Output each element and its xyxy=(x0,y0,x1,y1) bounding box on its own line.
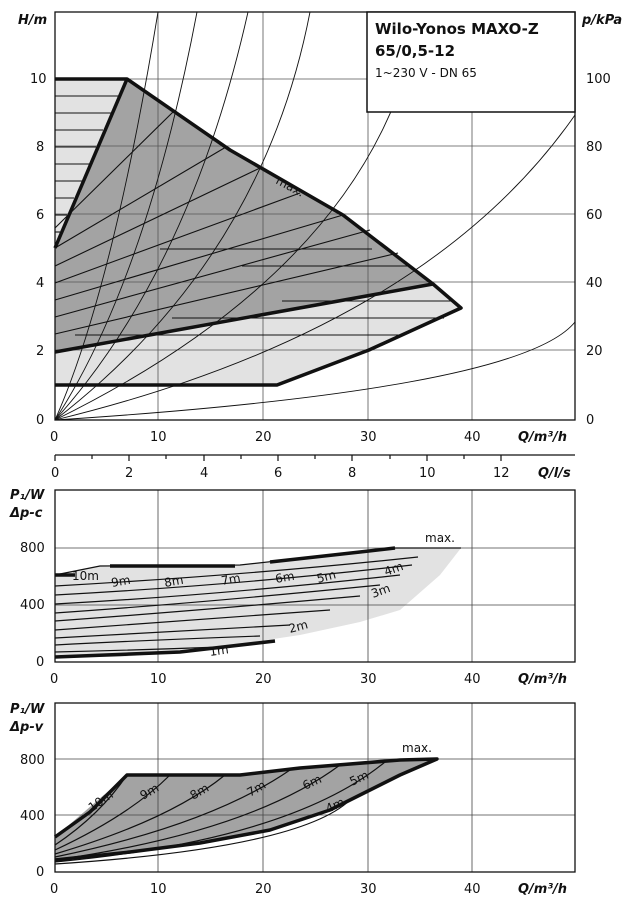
series-label-6m: 6m xyxy=(274,569,295,586)
x-tick: 30 xyxy=(360,430,377,445)
x2-tick: 10 xyxy=(419,466,436,481)
power-dp-c-xticks: 0 10 20 30 40 xyxy=(50,672,481,687)
x2-tick: 12 xyxy=(493,466,510,481)
x-ticks: 0 10 20 30 40 xyxy=(50,430,481,445)
x2-tick: 8 xyxy=(348,466,356,481)
x-axis-label: Q/m³/h xyxy=(518,430,567,445)
y2-tick: 80 xyxy=(586,140,603,155)
x-tick: 30 xyxy=(360,882,377,897)
y-tick: 0 xyxy=(36,865,44,880)
y-tick: 800 xyxy=(20,753,45,768)
x-tick: 40 xyxy=(464,430,481,445)
x2-tick: 2 xyxy=(125,466,133,481)
series-label-2m: 2m xyxy=(287,617,309,636)
x2-tick: 4 xyxy=(200,466,208,481)
power-dp-v-yticks: 0 400 800 xyxy=(20,753,45,880)
power-dp-v-outlines xyxy=(53,757,439,862)
dp-v-area xyxy=(55,79,433,352)
y-tick: 800 xyxy=(20,541,45,556)
power-dp-v-max-label: max. xyxy=(402,741,432,755)
series-label-9m: 9m xyxy=(110,573,131,590)
y-tick: 0 xyxy=(36,413,44,428)
power-dp-c-mode-label: Δp-c xyxy=(9,506,43,521)
y2-tick: 0 xyxy=(586,413,594,428)
y-tick: 400 xyxy=(20,809,45,824)
power-dp-v-xticks: 0 10 20 30 40 xyxy=(50,882,481,897)
product-title-line1: Wilo-Yonos MAXO-Z xyxy=(375,20,539,38)
product-title-line2: 65/0,5-12 xyxy=(375,42,455,60)
power-dp-c-grid xyxy=(55,490,575,662)
series-label-3m: 3m xyxy=(369,581,392,601)
y-axis-label: H/m xyxy=(18,13,47,28)
y-tick: 8 xyxy=(36,140,44,155)
x-tick: 40 xyxy=(464,672,481,687)
x-tick: 20 xyxy=(255,430,272,445)
product-info-box xyxy=(366,11,576,113)
x2-tick: 0 xyxy=(51,466,59,481)
system-curves xyxy=(54,11,576,421)
power-dp-c-area xyxy=(55,548,461,657)
power-dp-v-mode-label: Δp-v xyxy=(9,720,44,735)
x-tick: 20 xyxy=(255,882,272,897)
y-tick: 4 xyxy=(36,276,44,291)
y-tick: 0 xyxy=(36,655,44,670)
x-tick: 30 xyxy=(360,672,377,687)
y2-tick: 100 xyxy=(586,72,611,87)
power-dp-c-xlabel: Q/m³/h xyxy=(518,672,567,687)
y2-tick: 40 xyxy=(586,276,603,291)
y2-tick: 20 xyxy=(586,344,603,359)
y-tick: 6 xyxy=(36,208,44,223)
power-dp-c-outlines xyxy=(54,546,396,659)
series-label-10m: 10m xyxy=(72,569,99,583)
x-tick: 10 xyxy=(150,430,167,445)
x-tick: 10 xyxy=(150,672,167,687)
x-tick: 40 xyxy=(464,882,481,897)
power-dp-v-area xyxy=(55,759,437,860)
power-dp-c-max-label: max. xyxy=(425,531,455,545)
series-label-4m: 4m xyxy=(382,559,405,579)
series-label-5m: 5m xyxy=(315,567,337,586)
y-tick: 10 xyxy=(30,72,47,87)
power-dp-c-ylabel: P₁/W xyxy=(10,488,45,503)
power-dp-v-ylabel: P₁/W xyxy=(10,702,45,717)
y-tick: 400 xyxy=(20,598,45,613)
y-ticks: 0 2 4 6 8 10 xyxy=(30,72,47,428)
power-dp-c-curves xyxy=(54,547,461,653)
x-tick: 20 xyxy=(255,672,272,687)
power-dp-c-series-labels: 10m 9m 8m 7m 6m 5m 4m 3m 2m 1m xyxy=(72,559,405,659)
power-dp-v-xlabel: Q/m³/h xyxy=(518,882,567,897)
x-tick: 0 xyxy=(50,672,58,687)
series-label-8m: 8m xyxy=(163,573,184,590)
power-dp-c-yticks: 0 400 800 xyxy=(20,541,45,670)
product-subtitle: 1~230 V - DN 65 xyxy=(375,66,477,80)
power-dp-c-panel: max. 10m 9m 8m 7m 6m 5m 4m 3m 2m 1m P₁/W… xyxy=(9,488,576,687)
curve-outlines xyxy=(53,77,463,387)
x2-axis-label: Q/l/s xyxy=(538,466,571,481)
head-chart-panel: Wilo-Yonos MAXO-Z 65/0,5-12 1~230 V - DN… xyxy=(18,11,622,481)
y2-tick: 60 xyxy=(586,208,603,223)
x-tick: 0 xyxy=(50,882,58,897)
y2-ticks: 0 20 40 60 80 100 xyxy=(586,72,611,428)
power-dp-v-panel: max. 10m 9m 8m 7m 6m 5m 4m P₁/W Δp-v 0 4… xyxy=(9,702,576,897)
y2-axis-label: p/kPa xyxy=(581,13,622,28)
x2-ticks: 0 2 4 6 8 10 12 xyxy=(51,466,510,481)
y-tick: 2 xyxy=(36,344,44,359)
x2-tick: 6 xyxy=(274,466,282,481)
power-dp-v-curves xyxy=(54,761,386,865)
series-label-1m: 1m xyxy=(208,642,229,659)
x-tick: 0 xyxy=(50,430,58,445)
series-label-7m: 7m xyxy=(220,571,241,588)
x-tick: 10 xyxy=(150,882,167,897)
